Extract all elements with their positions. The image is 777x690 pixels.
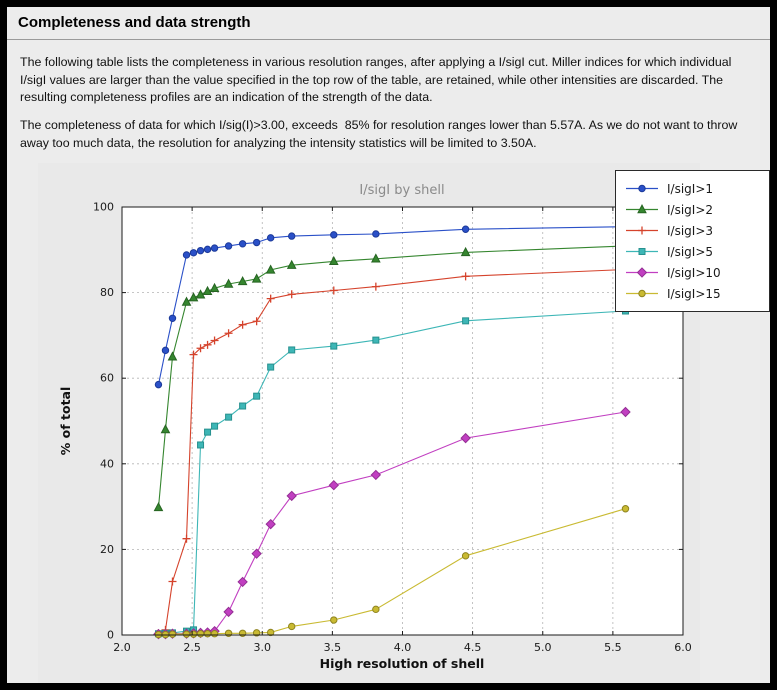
report-window: Completeness and data strength The follo… bbox=[7, 7, 770, 683]
chart-svg: 2.0 2.5 3.0 3.5 4.0 4.5 5.0 5.5 6.0020406080100 … bbox=[58, 183, 692, 671]
legend-item-i-sigi-10: I/sigI>10 bbox=[624, 263, 759, 282]
x-tick-label: 4.5 bbox=[464, 641, 482, 654]
y-tick-label: 40 bbox=[100, 457, 114, 470]
x-tick-label: 6.0 bbox=[674, 641, 692, 654]
legend-sample-line bbox=[626, 184, 658, 193]
legend-label: I/sigI>5 bbox=[667, 244, 714, 259]
x-tick-label: 5.0 bbox=[534, 641, 552, 654]
legend-sample-line bbox=[626, 248, 658, 255]
legend-sample-line bbox=[626, 226, 658, 235]
legend-label: I/sigI>2 bbox=[667, 202, 714, 217]
legend-item-i-sigi-2: I/sigI>2 bbox=[624, 200, 759, 219]
chart-legend: I/sigI>1 I/sigI>2 I/sigI>3 I/sigI>5 I/sigI>1… bbox=[615, 170, 770, 312]
y-tick-label: 60 bbox=[100, 372, 114, 385]
page-title: Completeness and data strength bbox=[18, 14, 251, 31]
x-tick-label: 3.5 bbox=[324, 641, 342, 654]
x-tick-label: 3.0 bbox=[254, 641, 272, 654]
x-tick-label: 5.5 bbox=[604, 641, 622, 654]
legend-item-i-sigi-5: I/sigI>5 bbox=[624, 242, 759, 261]
legend-item-i-sigi-1: I/sigI>1 bbox=[624, 179, 759, 198]
series-i-sigi-1 bbox=[154, 222, 630, 389]
x-tick-label: 2.5 bbox=[183, 641, 201, 654]
legend-sample-line bbox=[626, 289, 658, 298]
y-tick-label: 0 bbox=[107, 629, 114, 642]
y-tick-label: 100 bbox=[93, 201, 114, 214]
y-tick-label: 80 bbox=[100, 286, 114, 299]
legend-label: I/sigI>10 bbox=[667, 265, 721, 280]
summary-paragraph: The completeness of data for which I/sig… bbox=[20, 118, 741, 150]
legend-label: I/sigI>3 bbox=[667, 223, 714, 238]
y-axis-label: % of total bbox=[58, 387, 73, 456]
x-tick-label: 4.0 bbox=[394, 641, 412, 654]
chart-plot-layer: 2.0 2.5 3.0 3.5 4.0 4.5 5.0 5.5 6.0 0 20 40 60 80 100 bbox=[93, 201, 692, 655]
y-tick-label: 20 bbox=[100, 543, 114, 556]
x-tick-label: 2.0 bbox=[113, 641, 131, 654]
x-axis-label: High resolution of shell bbox=[320, 656, 485, 671]
legend-sample-line bbox=[626, 267, 658, 278]
legend-label: I/sigI>1 bbox=[667, 181, 714, 196]
chart-title: I/sigI by shell bbox=[359, 183, 444, 198]
tick-labels: 2.0 2.5 3.0 3.5 4.0 4.5 5.0 5.5 6.0 0 20 40 60 80 100 bbox=[93, 201, 692, 655]
legend-sample-line bbox=[626, 204, 658, 214]
legend-label: I/sigI>15 bbox=[667, 286, 721, 301]
chart-figure: 2.0 2.5 3.0 3.5 4.0 4.5 5.0 5.5 6.0 0 20 40 60 80 100 … bbox=[38, 163, 700, 683]
title-divider bbox=[7, 39, 770, 40]
legend-item-i-sigi-15: I/sigI>15 bbox=[624, 284, 759, 303]
legend-item-i-sigi-3: I/sigI>3 bbox=[624, 221, 759, 240]
intro-paragraph: The following table lists the completene… bbox=[20, 55, 735, 105]
